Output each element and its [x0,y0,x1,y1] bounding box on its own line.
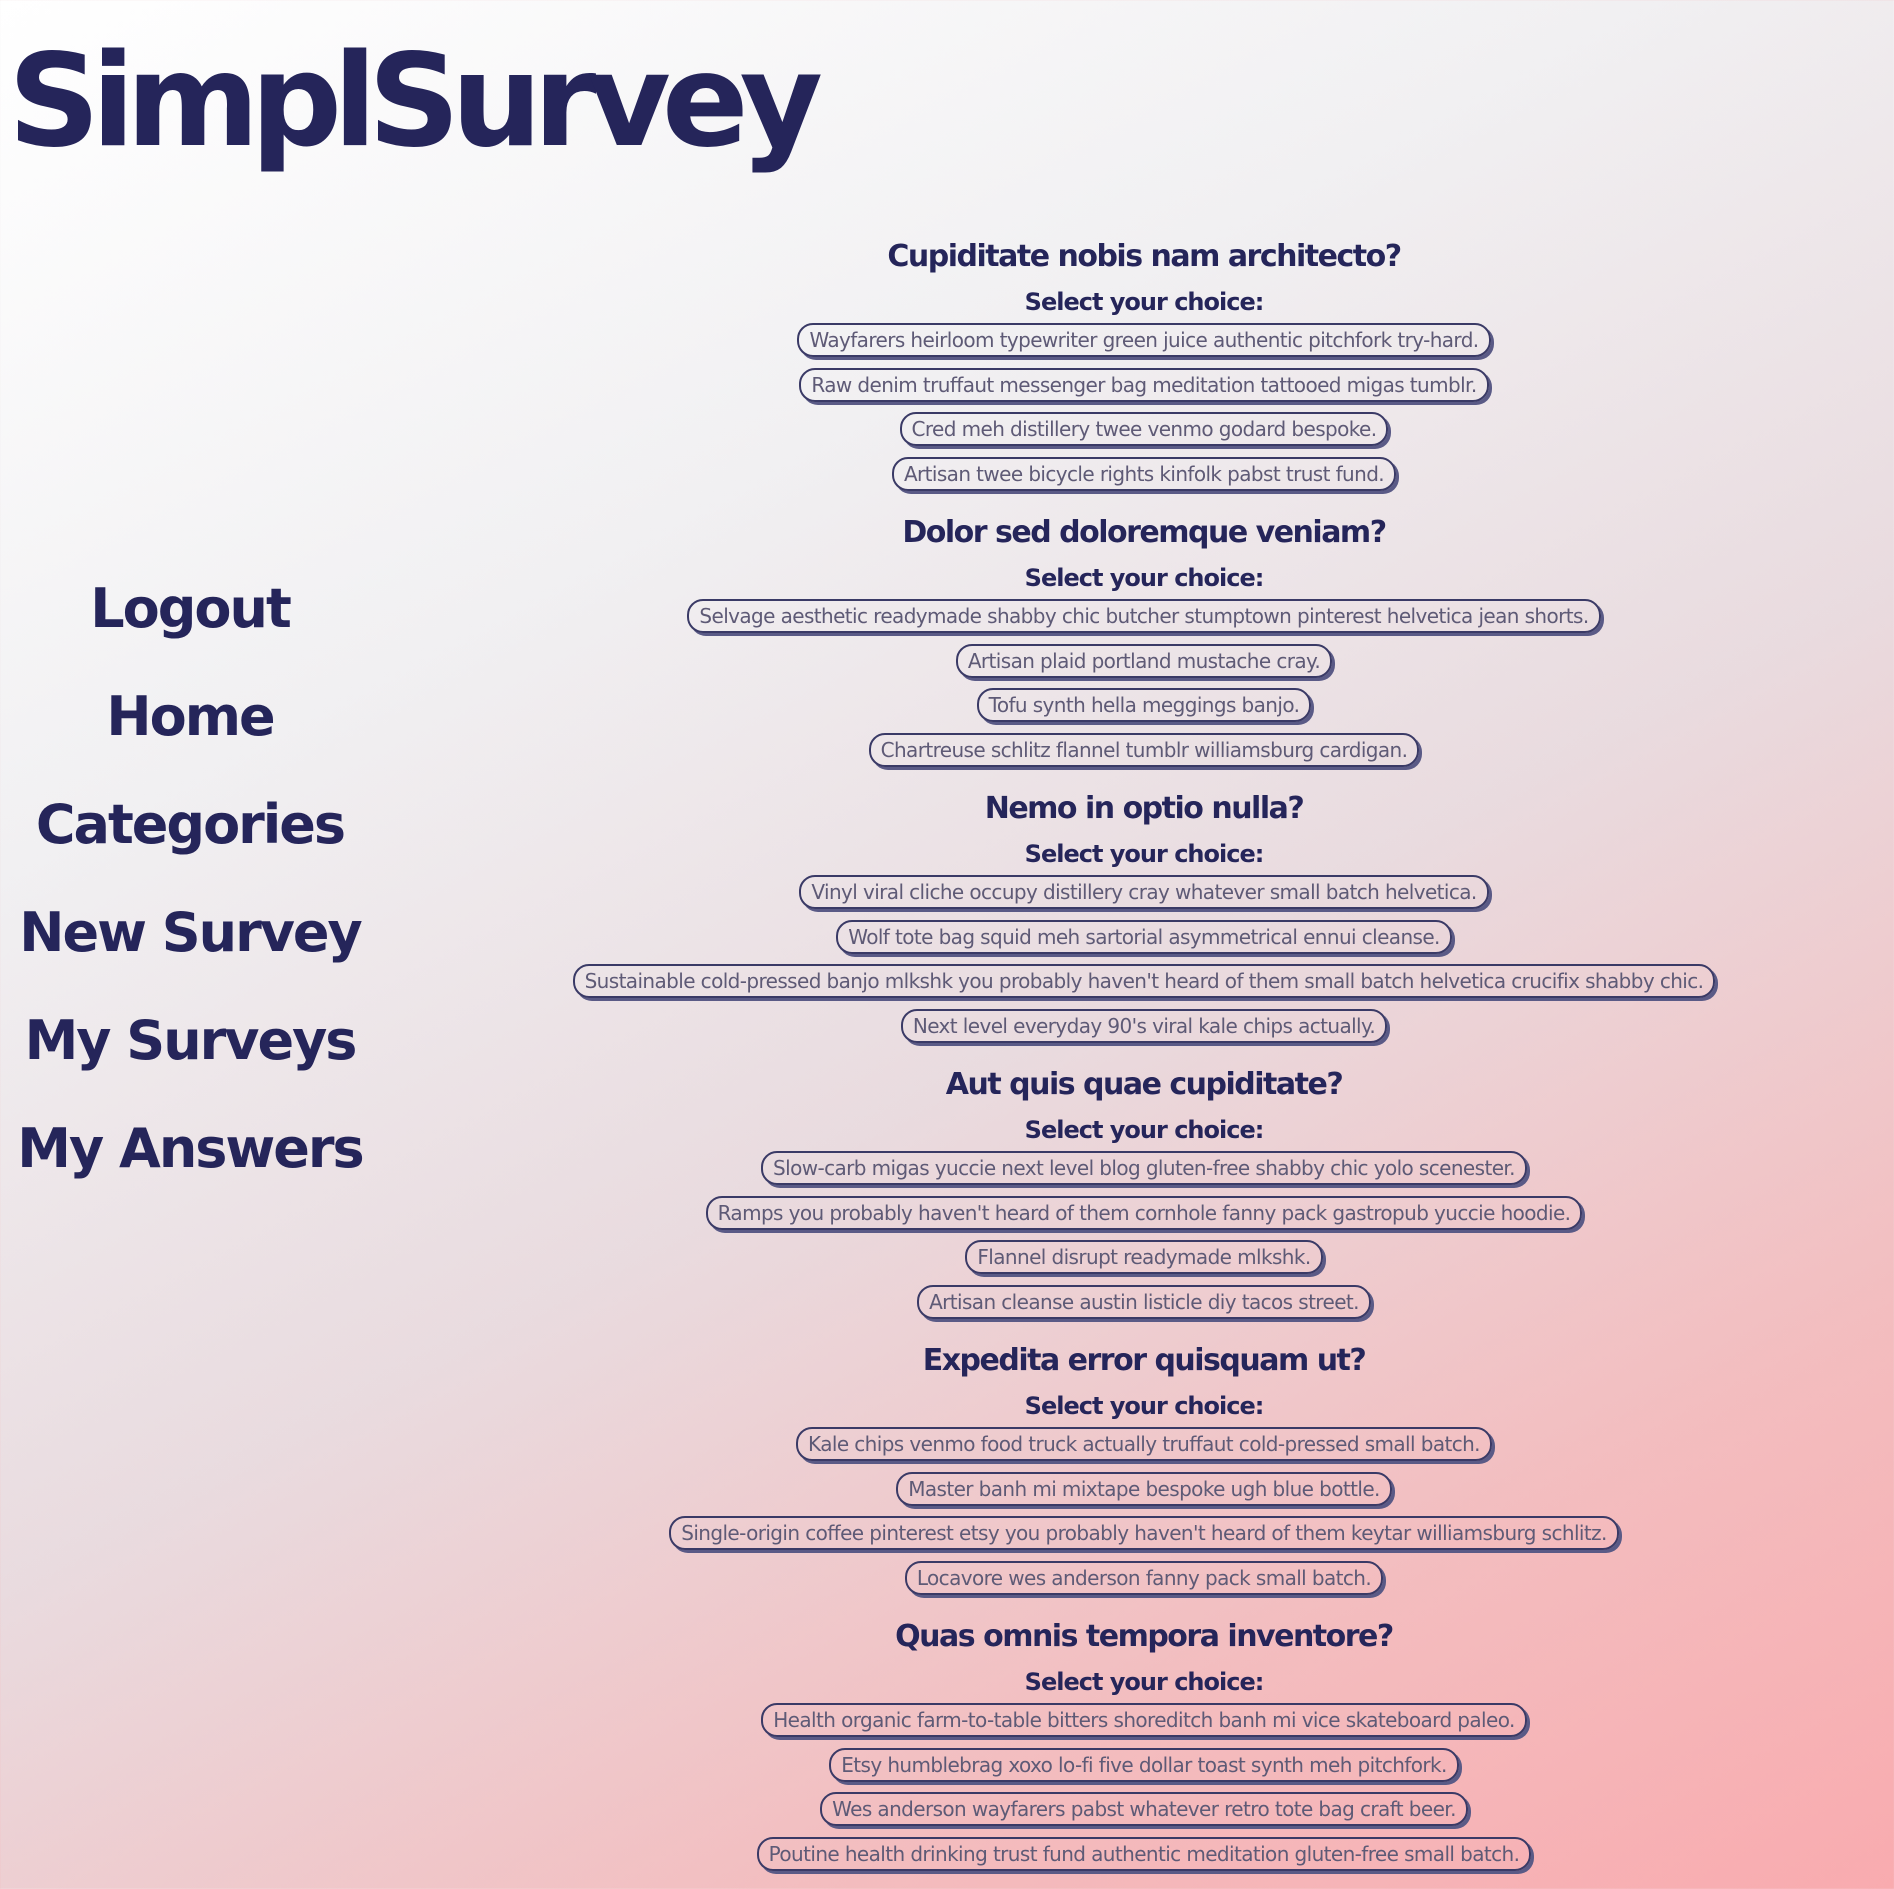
choice-option[interactable]: Tofu synth hella meggings banjo. [976,688,1312,723]
choice-option[interactable]: Raw denim truffaut messenger bag meditat… [799,367,1489,402]
choice-row: Cred meh distillery twee venmo godard be… [380,407,1894,452]
choice-row: Flannel disrupt readymade mlkshk. [380,1235,1894,1280]
choice-option[interactable]: Cred meh distillery twee venmo godard be… [899,412,1389,447]
choice-option[interactable]: Selvage aesthetic readymade shabby chic … [687,599,1601,634]
choice-option[interactable]: Flannel disrupt readymade mlkshk. [965,1240,1323,1275]
choice-row: Tofu synth hella meggings banjo. [380,683,1894,728]
choice-option[interactable]: Vinyl viral cliche occupy distillery cra… [799,875,1489,910]
choice-list: Slow-carb migas yuccie next level blog g… [380,1146,1894,1324]
question-card: Dolor sed doloremque veniam? Select your… [380,504,1894,780]
question-card: Cupiditate nobis nam architecto? Select … [380,228,1894,504]
question-card: Expedita error quisquam ut? Select your … [380,1332,1894,1608]
choice-row: Single-origin coffee pinterest etsy you … [380,1511,1894,1556]
choice-row: Artisan cleanse austin listicle diy taco… [380,1280,1894,1325]
choice-option[interactable]: Artisan twee bicycle rights kinfolk pabs… [891,456,1397,491]
choice-row: Ramps you probably haven't heard of them… [380,1191,1894,1236]
choice-row: Locavore wes anderson fanny pack small b… [380,1556,1894,1601]
main-nav: Logout Home Categories New Survey My Sur… [0,555,380,1203]
choice-row: Raw denim truffaut messenger bag meditat… [380,363,1894,408]
choice-prompt: Select your choice: [1024,1116,1265,1144]
choice-option[interactable]: Wayfarers heirloom typewriter green juic… [797,323,1491,358]
choice-option[interactable]: Single-origin coffee pinterest etsy you … [669,1516,1619,1551]
choice-row: Etsy humblebrag xoxo lo-fi five dollar t… [380,1743,1894,1788]
choice-prompt: Select your choice: [1024,1392,1265,1420]
choice-row: Selvage aesthetic readymade shabby chic … [380,594,1894,639]
choice-row: Chartreuse schlitz flannel tumblr willia… [380,728,1894,773]
choice-row: Slow-carb migas yuccie next level blog g… [380,1146,1894,1191]
nav-new-survey[interactable]: New Survey [19,901,363,964]
choice-prompt: Select your choice: [1024,564,1265,592]
choice-row: Wolf tote bag squid meh sartorial asymme… [380,915,1894,960]
choice-option[interactable]: Artisan cleanse austin listicle diy taco… [917,1284,1371,1319]
choice-list: Selvage aesthetic readymade shabby chic … [380,594,1894,772]
question-card: Aut quis quae cupiditate? Select your ch… [380,1056,1894,1332]
choice-list: Kale chips venmo food truck actually tru… [380,1422,1894,1600]
choice-row: Artisan plaid portland mustache cray. [380,639,1894,684]
nav-my-surveys[interactable]: My Surveys [24,1009,358,1072]
choice-option[interactable]: Kale chips venmo food truck actually tru… [796,1427,1492,1462]
nav-home[interactable]: Home [106,685,275,748]
nav-logout[interactable]: Logout [90,577,292,640]
choice-row: Kale chips venmo food truck actually tru… [380,1422,1894,1467]
choice-prompt: Select your choice: [1024,840,1265,868]
choice-list: Health organic farm-to-table bitters sho… [380,1698,1894,1876]
question-title: Cupiditate nobis nam architecto? [887,239,1402,274]
nav-categories[interactable]: Categories [35,793,346,856]
choice-option[interactable]: Wes anderson wayfarers pabst whatever re… [820,1792,1468,1827]
choice-row: Wayfarers heirloom typewriter green juic… [380,318,1894,363]
choice-option[interactable]: Sustainable cold-pressed banjo mlkshk yo… [572,964,1716,999]
question-card: Quas omnis tempora inventore? Select you… [380,1608,1894,1884]
choice-row: Wes anderson wayfarers pabst whatever re… [380,1787,1894,1832]
question-card: Nemo in optio nulla? Select your choice:… [380,780,1894,1056]
question-title: Expedita error quisquam ut? [922,1343,1367,1378]
choice-option[interactable]: Wolf tote bag squid meh sartorial asymme… [836,919,1452,954]
choice-option[interactable]: Chartreuse schlitz flannel tumblr willia… [868,732,1420,767]
choice-option[interactable]: Artisan plaid portland mustache cray. [955,643,1333,678]
choice-row: Next level everyday 90's viral kale chip… [380,1004,1894,1049]
survey-list: Cupiditate nobis nam architecto? Select … [380,228,1894,1884]
question-title: Aut quis quae cupiditate? [945,1067,1344,1102]
question-title: Nemo in optio nulla? [984,791,1305,826]
choice-row: Master banh mi mixtape bespoke ugh blue … [380,1467,1894,1512]
choice-option[interactable]: Locavore wes anderson fanny pack small b… [904,1560,1384,1595]
question-title: Dolor sed doloremque veniam? [902,515,1387,550]
choice-list: Vinyl viral cliche occupy distillery cra… [380,870,1894,1048]
choice-option[interactable]: Slow-carb migas yuccie next level blog g… [761,1151,1527,1186]
choice-option[interactable]: Ramps you probably haven't heard of them… [705,1195,1583,1230]
choice-row: Poutine health drinking trust fund authe… [380,1832,1894,1877]
choice-option[interactable]: Poutine health drinking trust fund authe… [756,1836,1532,1871]
nav-my-answers[interactable]: My Answers [17,1117,364,1180]
site-logo[interactable]: SimplSurvey [8,27,823,176]
choice-option[interactable]: Next level everyday 90's viral kale chip… [900,1008,1388,1043]
choice-option[interactable]: Master banh mi mixtape bespoke ugh blue … [896,1471,1392,1506]
choice-prompt: Select your choice: [1024,1668,1265,1696]
choice-list: Wayfarers heirloom typewriter green juic… [380,318,1894,496]
choice-option[interactable]: Etsy humblebrag xoxo lo-fi five dollar t… [829,1747,1459,1782]
choice-prompt: Select your choice: [1024,288,1265,316]
choice-row: Health organic farm-to-table bitters sho… [380,1698,1894,1743]
choice-option[interactable]: Health organic farm-to-table bitters sho… [761,1703,1527,1738]
choice-row: Vinyl viral cliche occupy distillery cra… [380,870,1894,915]
choice-row: Artisan twee bicycle rights kinfolk pabs… [380,452,1894,497]
choice-row: Sustainable cold-pressed banjo mlkshk yo… [380,959,1894,1004]
question-title: Quas omnis tempora inventore? [895,1619,1394,1654]
